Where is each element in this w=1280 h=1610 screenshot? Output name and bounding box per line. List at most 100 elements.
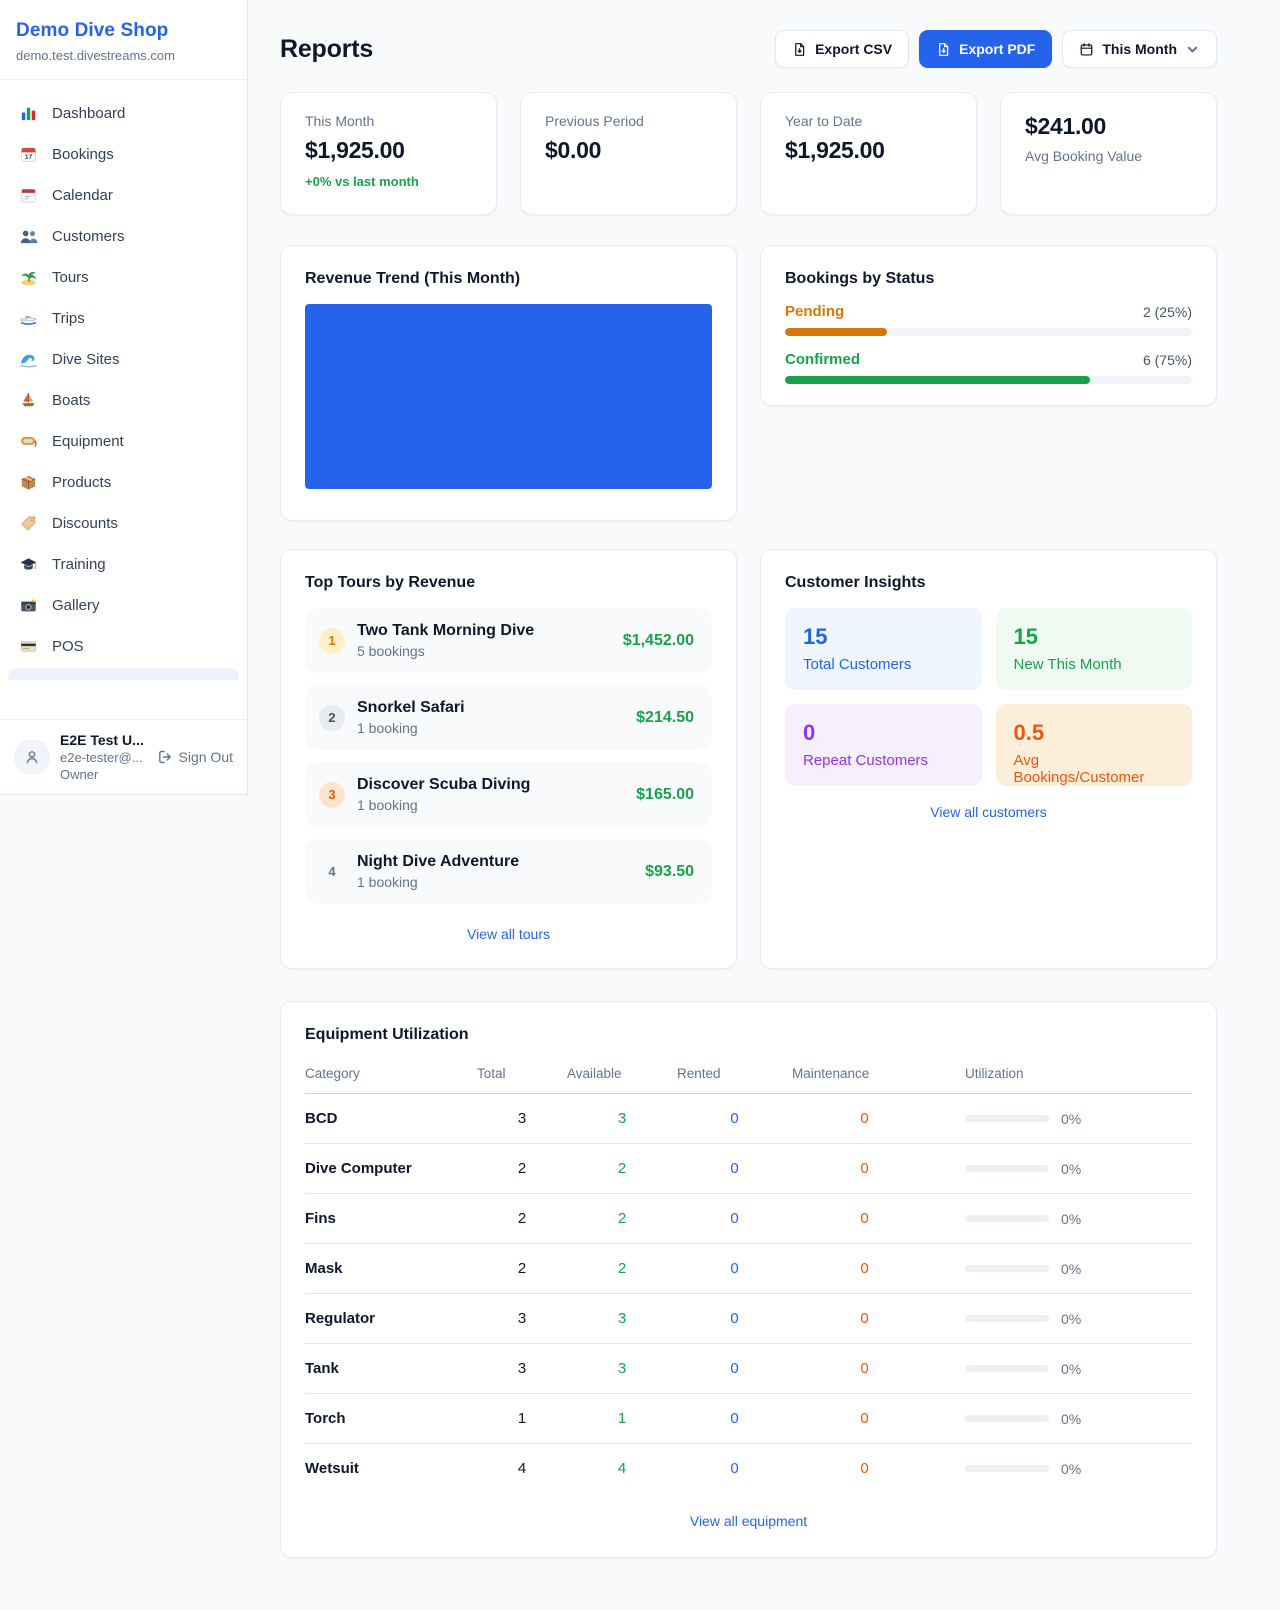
equipment-rented: 0	[677, 1293, 792, 1344]
period-dropdown[interactable]: This Month	[1062, 30, 1217, 68]
customer-insights-title: Customer Insights	[785, 574, 926, 591]
equipment-category: BCD	[305, 1093, 477, 1144]
tour-name: Night Dive Adventure	[357, 853, 520, 870]
sidebar-item-equipment[interactable]: Equipment	[8, 421, 239, 461]
sidebar-item-label: Tours	[52, 268, 89, 286]
equipment-maintenance: 0	[792, 1393, 937, 1444]
equipment-total: 2	[477, 1143, 567, 1194]
tour-bookings: 1 booking	[357, 720, 418, 736]
export-pdf-button[interactable]: Export PDF	[919, 30, 1053, 68]
insight-label: New This Month	[1013, 656, 1122, 673]
user-meta: E2E Test U... e2e-tester@... Owner	[60, 732, 144, 782]
period-label: This Month	[1102, 41, 1177, 57]
equipment-table: Category Total Available Rented Maintena…	[305, 1054, 1192, 1493]
calendar-date-icon: 17	[18, 144, 38, 164]
status-label: Pending	[785, 303, 845, 320]
stat-label: Avg Booking Value	[1025, 148, 1143, 164]
sign-out-label: Sign Out	[178, 749, 233, 765]
sidebar-item-calendar[interactable]: Calendar	[8, 175, 239, 215]
equipment-category: Regulator	[305, 1293, 477, 1344]
revenue-trend-chart	[305, 304, 712, 489]
utilization-percent: 0%	[1061, 1260, 1082, 1277]
sidebar-item-reports-peek[interactable]	[8, 668, 239, 680]
table-row: Mask 2 2 0 0 0%	[305, 1243, 1192, 1294]
equipment-available: 3	[567, 1343, 677, 1394]
export-csv-button[interactable]: Export CSV	[775, 30, 910, 68]
equipment-maintenance: 0	[792, 1143, 937, 1194]
sidebar-item-bookings[interactable]: 17 Bookings	[8, 134, 239, 174]
export-pdf-label: Export PDF	[959, 41, 1036, 57]
view-all-equipment-link[interactable]: View all equipment	[689, 1513, 808, 1529]
utilization-bar	[965, 1465, 1049, 1472]
equipment-maintenance: 0	[792, 1193, 937, 1244]
bookings-by-status-title: Bookings by Status	[785, 270, 935, 287]
sidebar-item-dashboard[interactable]: Dashboard	[8, 93, 239, 133]
progress-fill	[785, 376, 1091, 384]
utilization-bar	[965, 1365, 1049, 1372]
utilization-percent: 0%	[1061, 1110, 1082, 1127]
view-all-tours-link[interactable]: View all tours	[466, 926, 550, 942]
rank-badge: 3	[319, 781, 345, 808]
sidebar-item-label: Bookings	[52, 145, 114, 163]
sidebar-item-customers[interactable]: Customers	[8, 216, 239, 256]
equipment-rented: 0	[677, 1343, 792, 1394]
sidebar-item-label: Trips	[52, 309, 85, 327]
sidebar-item-dive-sites[interactable]: Dive Sites	[8, 339, 239, 379]
sidebar-item-products[interactable]: Products	[8, 462, 239, 502]
tear-off-calendar-icon	[18, 185, 38, 205]
insight-value: 15	[803, 624, 828, 649]
sidebar-item-training[interactable]: Training	[8, 544, 239, 584]
table-row: Tank 3 3 0 0 0%	[305, 1343, 1192, 1394]
view-all-customers-link[interactable]: View all customers	[930, 804, 1047, 820]
sidebar-item-label: Training	[52, 555, 106, 573]
main-content: Reports Export CSV Export PDF This Month…	[280, 0, 1217, 1558]
user-email: e2e-tester@...	[60, 750, 143, 765]
sidebar-item-tours[interactable]: Tours	[8, 257, 239, 297]
sidebar-item-label: Products	[52, 473, 112, 491]
sidebar-item-pos[interactable]: POS	[8, 626, 239, 666]
sidebar-item-boats[interactable]: Boats	[8, 380, 239, 420]
status-label: Confirmed	[785, 351, 860, 368]
equipment-total: 4	[517, 1460, 527, 1477]
equipment-maintenance: 0	[792, 1243, 937, 1294]
column-header-rented: Rented	[677, 1054, 792, 1094]
stat-value: $1,925.00	[305, 137, 405, 163]
sidebar-item-label: POS	[52, 637, 84, 655]
equipment-rented: 0	[677, 1143, 792, 1194]
tour-row: 3 Discover Scuba Diving 1 booking $165.0…	[305, 762, 712, 827]
insights-row: Top Tours by Revenue 1 Two Tank Morning …	[280, 549, 1217, 969]
people-icon	[18, 226, 38, 246]
equipment-total: 3	[477, 1293, 567, 1344]
sidebar: Demo Dive Shop demo.test.divestreams.com…	[0, 0, 248, 795]
revenue-trend-card: Revenue Trend (This Month)	[280, 245, 737, 521]
equipment-rented: 0	[677, 1193, 792, 1244]
insight-label: Repeat Customers	[803, 752, 929, 769]
sidebar-item-label: Calendar	[52, 186, 113, 204]
camera-icon	[18, 595, 38, 615]
dive-mask-icon	[18, 431, 38, 451]
equipment-maintenance: 0	[792, 1093, 937, 1144]
equipment-available: 2	[567, 1143, 677, 1194]
tour-bookings: 1 booking	[357, 797, 418, 813]
progress-fill	[785, 328, 887, 336]
sidebar-item-trips[interactable]: Trips	[8, 298, 239, 338]
status-count: 2 (25%)	[1142, 303, 1192, 320]
avatar	[14, 739, 50, 775]
page-title: Reports	[280, 34, 374, 63]
stat-label: This Month	[305, 113, 375, 129]
sidebar-item-discounts[interactable]: Discounts	[8, 503, 239, 543]
sidebar-item-label: Dive Sites	[52, 350, 120, 368]
wave-icon	[18, 349, 38, 369]
stats-row: This Month $1,925.00 +0% vs last month P…	[280, 92, 1217, 215]
sidebar-item-gallery[interactable]: Gallery	[8, 585, 239, 625]
rank-badge: 1	[319, 627, 345, 654]
stat-value: $0.00	[545, 137, 602, 163]
sign-out-button[interactable]: Sign Out	[157, 749, 233, 765]
stat-card-this-month: This Month $1,925.00 +0% vs last month	[280, 92, 497, 215]
equipment-category: Torch	[305, 1393, 477, 1444]
stat-value: $241.00	[1025, 113, 1107, 139]
equipment-rented: 0	[677, 1093, 792, 1144]
tour-bookings: 1 booking	[357, 874, 418, 890]
equipment-available: 4	[617, 1460, 627, 1477]
tour-name: Two Tank Morning Dive	[357, 622, 535, 639]
